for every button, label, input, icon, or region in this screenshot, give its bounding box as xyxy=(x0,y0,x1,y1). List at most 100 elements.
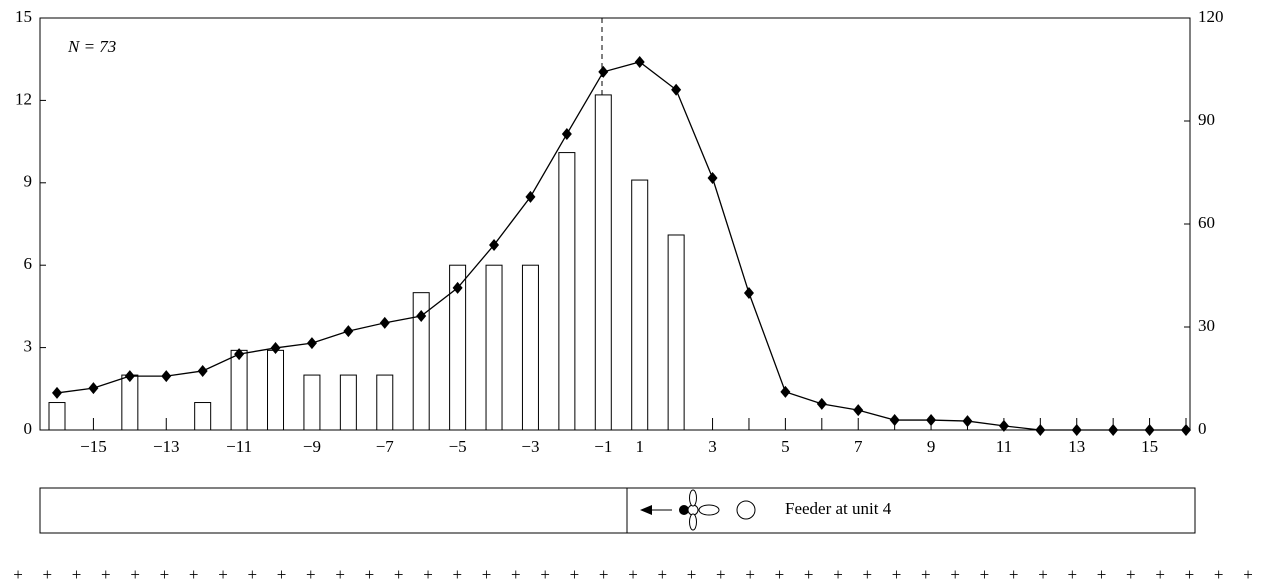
x-tick-label: 1 xyxy=(635,437,644,456)
plus-marker: + xyxy=(42,565,52,584)
plus-marker: + xyxy=(599,565,609,584)
plus-marker: + xyxy=(980,565,990,584)
point-marker xyxy=(889,414,900,427)
bar xyxy=(667,234,685,431)
point-marker xyxy=(234,348,245,361)
point-marker xyxy=(561,128,572,141)
plus-marker: + xyxy=(335,565,345,584)
plus-marker: + xyxy=(1214,565,1224,584)
bar xyxy=(412,292,430,431)
y-tick-label: 12 xyxy=(15,89,32,108)
arena-box xyxy=(39,487,1196,534)
plus-marker: + xyxy=(1243,565,1253,584)
plus-marker: + xyxy=(482,565,492,584)
bar xyxy=(303,374,321,431)
annotation: Feeder at unit 4 xyxy=(785,499,892,518)
x-tick-label: 3 xyxy=(708,437,717,456)
point-marker xyxy=(416,310,427,323)
plus-marker: + xyxy=(189,565,199,584)
plus-marker: + xyxy=(423,565,433,584)
plus-marker: + xyxy=(1126,565,1136,584)
plus-marker: + xyxy=(1038,565,1048,584)
point-marker xyxy=(197,364,208,377)
feeder-icon xyxy=(736,500,756,520)
plus-marker: + xyxy=(511,565,521,584)
plus-marker: + xyxy=(950,565,960,584)
point-marker xyxy=(452,281,463,294)
plus-marker: + xyxy=(862,565,872,584)
bar xyxy=(485,264,503,431)
point-marker xyxy=(489,238,500,251)
bar xyxy=(267,349,285,431)
y2-tick-label: 0 xyxy=(1198,419,1207,438)
point-marker xyxy=(1108,424,1119,436)
point-marker xyxy=(707,171,718,184)
plus-marker: + xyxy=(687,565,697,584)
point-marker xyxy=(88,382,99,395)
plus-marker: + xyxy=(745,565,755,584)
arrow-head xyxy=(640,505,652,515)
x-tick-label: −11 xyxy=(226,437,252,456)
plus-marker: + xyxy=(247,565,257,584)
y2-tick-label: 120 xyxy=(1198,7,1224,26)
x-tick-label: 15 xyxy=(1141,437,1158,456)
plus-marker: + xyxy=(833,565,843,584)
plus-marker: + xyxy=(921,565,931,584)
point-marker xyxy=(270,341,281,354)
bar xyxy=(376,374,394,431)
point-marker xyxy=(379,316,390,329)
point-marker xyxy=(1144,424,1155,436)
plus-marker: + xyxy=(101,565,111,584)
point-marker xyxy=(161,370,172,383)
plus-marker: + xyxy=(1009,565,1019,584)
point-marker xyxy=(124,370,135,383)
line xyxy=(56,61,1186,431)
plus-marker: + xyxy=(218,565,228,584)
y-tick-label: 0 xyxy=(24,419,33,438)
plus-marker: + xyxy=(1097,565,1107,584)
bar xyxy=(48,402,66,431)
plus-marker: + xyxy=(775,565,785,584)
bar xyxy=(230,349,248,431)
plus-marker: + xyxy=(452,565,462,584)
plus-marker: + xyxy=(1155,565,1165,584)
point-marker xyxy=(816,397,827,410)
y-tick-label: 6 xyxy=(24,254,33,273)
plus-marker: + xyxy=(13,565,23,584)
plus-marker: + xyxy=(657,565,667,584)
bar xyxy=(121,374,139,431)
plot-frame xyxy=(39,17,1191,431)
annotation: N = 73 xyxy=(67,37,116,56)
bar xyxy=(449,264,467,431)
plus-marker: + xyxy=(540,565,550,584)
point-marker xyxy=(743,287,754,300)
point-marker xyxy=(671,83,682,96)
plus-marker: + xyxy=(1067,565,1077,584)
point-marker xyxy=(306,337,317,350)
point-marker xyxy=(634,55,645,68)
y-tick-label: 9 xyxy=(24,172,33,191)
y2-tick-label: 30 xyxy=(1198,316,1215,335)
x-tick-label: −3 xyxy=(521,437,539,456)
x-tick-label: −15 xyxy=(80,437,107,456)
bar xyxy=(521,264,539,431)
point-marker xyxy=(52,386,62,399)
plus-marker: + xyxy=(570,565,580,584)
x-tick-label: 5 xyxy=(781,437,790,456)
plus-marker: + xyxy=(306,565,316,584)
point-marker xyxy=(853,404,864,417)
plus-marker: + xyxy=(628,565,638,584)
y-tick-label: 3 xyxy=(24,337,33,356)
point-marker xyxy=(1181,424,1191,436)
bar xyxy=(594,94,612,431)
x-tick-label: −5 xyxy=(449,437,467,456)
plus-marker: + xyxy=(365,565,375,584)
x-tick-label: 7 xyxy=(854,437,863,456)
y-tick-label: 15 xyxy=(15,7,32,26)
x-tick-label: 13 xyxy=(1068,437,1085,456)
bar xyxy=(194,402,212,431)
plus-marker: + xyxy=(394,565,404,584)
plus-marker: + xyxy=(160,565,170,584)
